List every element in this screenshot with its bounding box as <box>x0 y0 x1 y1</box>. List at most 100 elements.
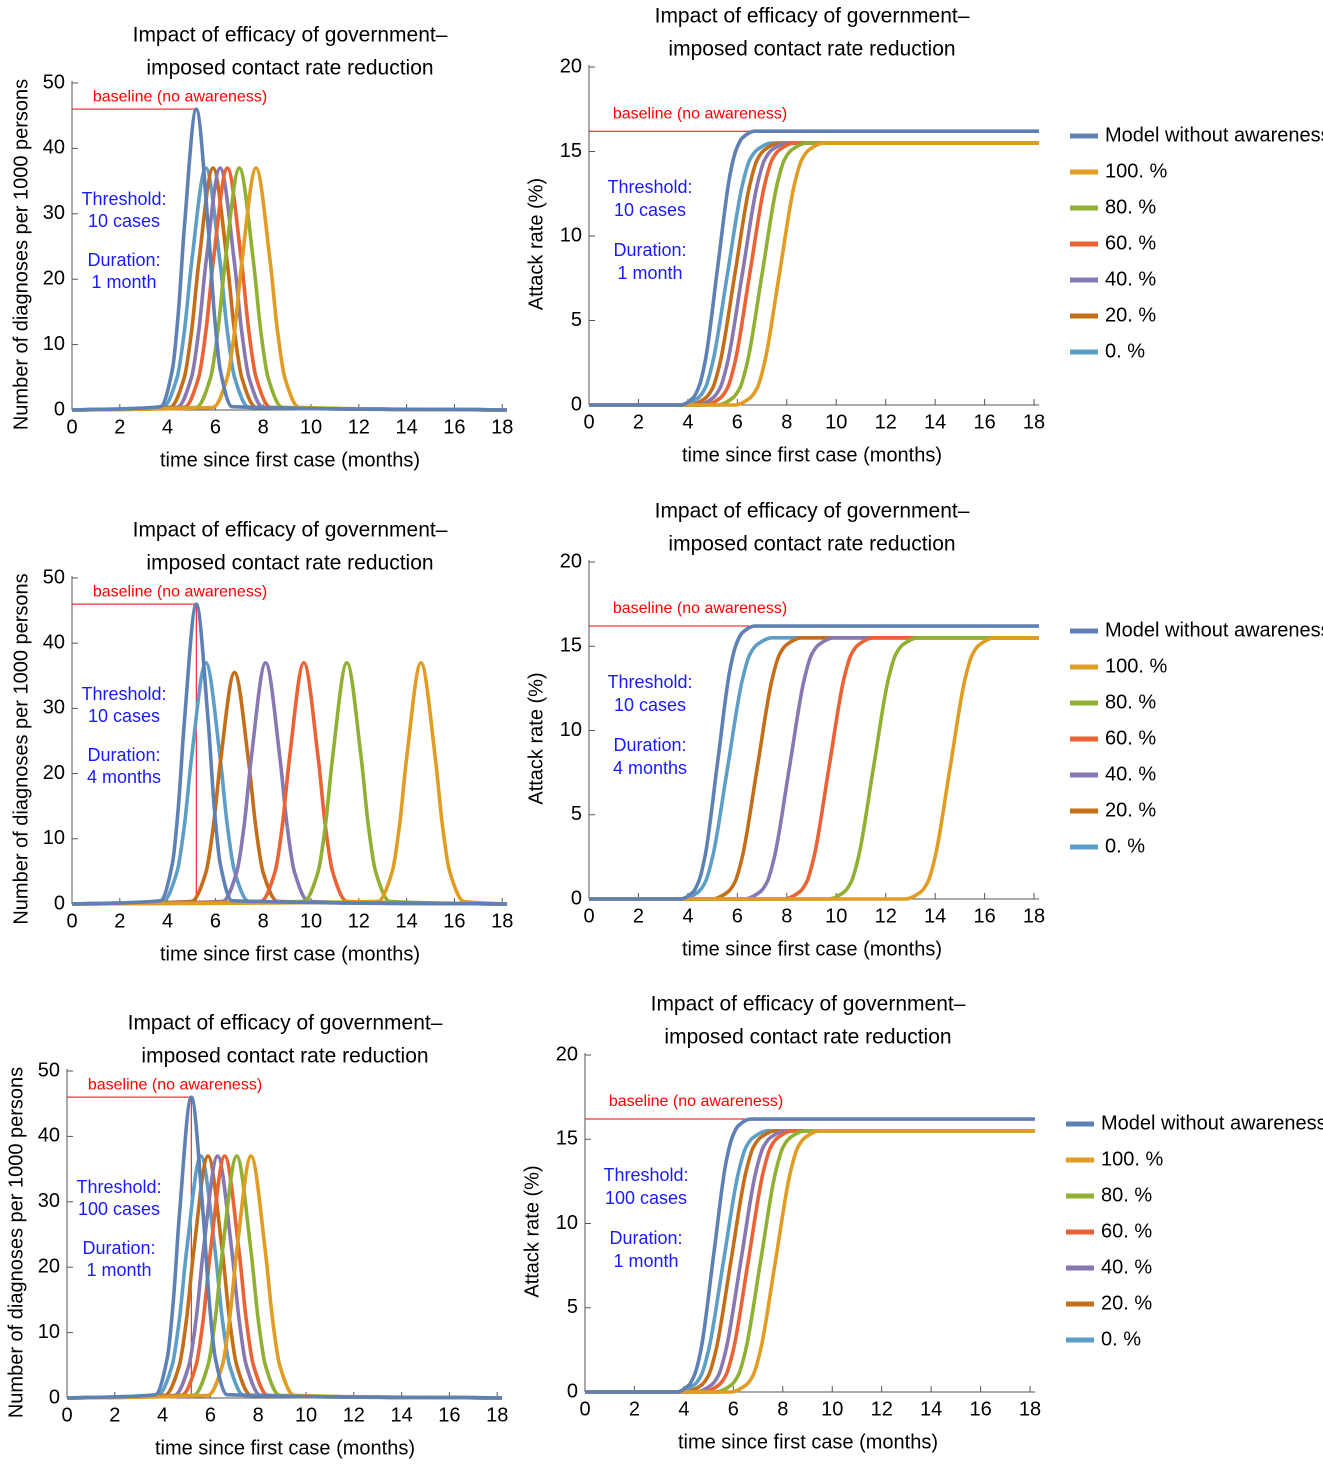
x-tick-label: 6 <box>728 1398 739 1420</box>
chart-title: Impact of efficacy of government– <box>128 1012 443 1035</box>
reference-label: baseline (no awareness) <box>613 600 787 617</box>
x-tick-label: 16 <box>973 411 995 433</box>
legend-label: 20. % <box>1101 1292 1152 1314</box>
x-tick-label: 6 <box>732 905 743 927</box>
legend-label: 60. % <box>1101 1220 1152 1242</box>
annotation: Duration: <box>87 745 160 765</box>
x-tick-label: 2 <box>633 411 644 433</box>
series-line <box>585 1129 1035 1394</box>
y-tick-label: 0 <box>567 1380 578 1402</box>
x-tick-label: 14 <box>395 910 417 932</box>
legend-label: Model without awareness <box>1105 619 1323 641</box>
x-tick-label: 14 <box>924 905 946 927</box>
legend-label: 60. % <box>1105 727 1156 749</box>
x-axis-label: time since first case (months) <box>682 444 942 466</box>
x-tick-label: 2 <box>633 905 644 927</box>
panel: Impact of efficacy of government– imposed… <box>521 993 1323 1454</box>
x-tick-label: 12 <box>348 416 370 438</box>
x-tick-label: 16 <box>443 910 465 932</box>
annotation: Threshold: <box>607 177 692 197</box>
x-tick-label: 8 <box>258 416 269 438</box>
annotation: Threshold: <box>76 1177 161 1197</box>
series-line <box>585 1129 1035 1394</box>
legend-label: 0. % <box>1105 835 1145 857</box>
legend-label: 80. % <box>1105 691 1156 713</box>
x-tick-label: 2 <box>114 910 125 932</box>
y-tick-label: 20 <box>560 55 582 77</box>
series-line <box>585 1117 1035 1394</box>
y-tick-label: 10 <box>556 1212 578 1234</box>
series-line <box>71 660 508 906</box>
series-line <box>66 1154 503 1400</box>
y-tick-label: 20 <box>556 1043 578 1065</box>
legend-label: 60. % <box>1105 232 1156 254</box>
chart-title: imposed contact rate reduction <box>664 1026 951 1049</box>
series-line <box>71 107 508 412</box>
y-tick-label: 0 <box>54 892 65 914</box>
y-tick-label: 50 <box>43 71 65 93</box>
x-tick-label: 18 <box>1019 1398 1041 1420</box>
x-tick-label: 12 <box>871 1398 893 1420</box>
chart-title: imposed contact rate reduction <box>668 38 955 61</box>
y-axis-label: Attack rate (%) <box>525 178 547 310</box>
y-tick-label: 30 <box>38 1190 60 1212</box>
x-tick-label: 2 <box>109 1404 120 1426</box>
x-tick-label: 4 <box>682 411 693 433</box>
y-axis-label: Number of diagnoses per 1000 persons <box>10 79 32 430</box>
chart-title: imposed contact rate reduction <box>146 57 433 80</box>
x-tick-label: 4 <box>682 905 693 927</box>
chart-title: imposed contact rate reduction <box>146 552 433 575</box>
x-tick-label: 10 <box>295 1404 317 1426</box>
series-line <box>589 141 1039 407</box>
series-line <box>71 660 508 906</box>
legend-label: 40. % <box>1101 1256 1152 1278</box>
x-tick-label: 4 <box>162 416 173 438</box>
annotation: Duration: <box>87 250 160 270</box>
annotation: Duration: <box>613 240 686 260</box>
y-axis-label: Number of diagnoses per 1000 persons <box>10 573 32 924</box>
x-tick-label: 10 <box>825 905 847 927</box>
y-tick-label: 15 <box>560 635 582 657</box>
x-tick-label: 2 <box>629 1398 640 1420</box>
series-line <box>71 166 508 412</box>
y-tick-label: 40 <box>38 1125 60 1147</box>
legend-label: 40. % <box>1105 763 1156 785</box>
legend-label: 100. % <box>1101 1148 1163 1170</box>
x-tick-label: 0 <box>66 416 77 438</box>
y-tick-label: 20 <box>43 267 65 289</box>
x-tick-label: 12 <box>875 905 897 927</box>
legend-label: 100. % <box>1105 655 1167 677</box>
y-axis-label: Number of diagnoses per 1000 persons <box>5 1067 27 1418</box>
x-tick-label: 18 <box>1023 411 1045 433</box>
panel: Impact of efficacy of government– imposed… <box>525 500 1323 961</box>
y-tick-label: 20 <box>38 1255 60 1277</box>
series-line <box>585 1129 1035 1394</box>
x-tick-label: 0 <box>583 411 594 433</box>
x-axis-label: time since first case (months) <box>160 449 420 471</box>
annotation: Duration: <box>609 1228 682 1248</box>
series-line <box>585 1129 1035 1394</box>
x-axis-label: time since first case (months) <box>155 1437 415 1459</box>
reference-label: baseline (no awareness) <box>613 105 787 122</box>
annotation: 1 month <box>613 1251 678 1271</box>
legend-label: 80. % <box>1101 1184 1152 1206</box>
x-tick-label: 16 <box>969 1398 991 1420</box>
x-tick-label: 18 <box>1023 905 1045 927</box>
x-tick-label: 14 <box>395 416 417 438</box>
chart-title: Impact of efficacy of government– <box>655 500 970 523</box>
series-line <box>585 1129 1035 1394</box>
chart-title: Impact of efficacy of government– <box>651 993 966 1016</box>
reference-label: baseline (no awareness) <box>88 1076 262 1093</box>
y-tick-label: 30 <box>43 697 65 719</box>
x-tick-label: 4 <box>162 910 173 932</box>
annotation: 1 month <box>91 272 156 292</box>
x-tick-label: 12 <box>875 411 897 433</box>
annotation: Duration: <box>82 1238 155 1258</box>
x-tick-label: 0 <box>579 1398 590 1420</box>
y-tick-label: 50 <box>43 566 65 588</box>
x-tick-label: 8 <box>777 1398 788 1420</box>
x-tick-label: 0 <box>66 910 77 932</box>
x-tick-label: 8 <box>253 1404 264 1426</box>
x-tick-label: 6 <box>732 411 743 433</box>
